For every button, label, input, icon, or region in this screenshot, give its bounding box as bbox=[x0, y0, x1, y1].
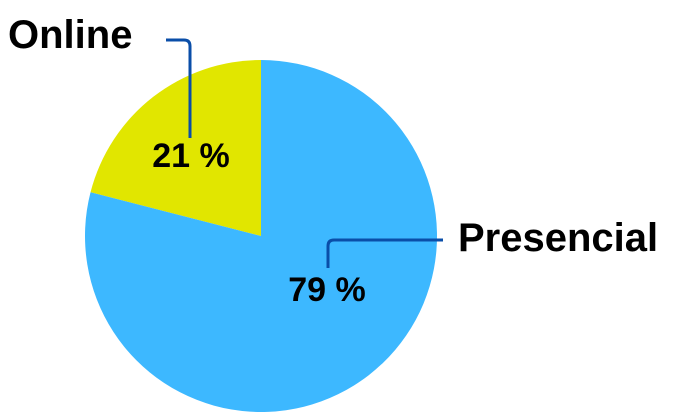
category-label-online: Online bbox=[8, 13, 132, 57]
value-label-online: 21 % bbox=[152, 137, 230, 175]
pie-slices bbox=[85, 60, 438, 412]
category-label-presencial: Presencial bbox=[458, 216, 658, 260]
leader-lines bbox=[166, 38, 443, 268]
pie-slice-presencial bbox=[85, 60, 438, 412]
value-label-presencial: 79 % bbox=[288, 271, 366, 309]
leader-line-online bbox=[166, 38, 192, 138]
leader-line-presencial bbox=[326, 238, 443, 268]
pie-slice-online bbox=[90, 60, 261, 236]
pie-labels: 21 % Online 79 % Presencial bbox=[8, 13, 658, 309]
